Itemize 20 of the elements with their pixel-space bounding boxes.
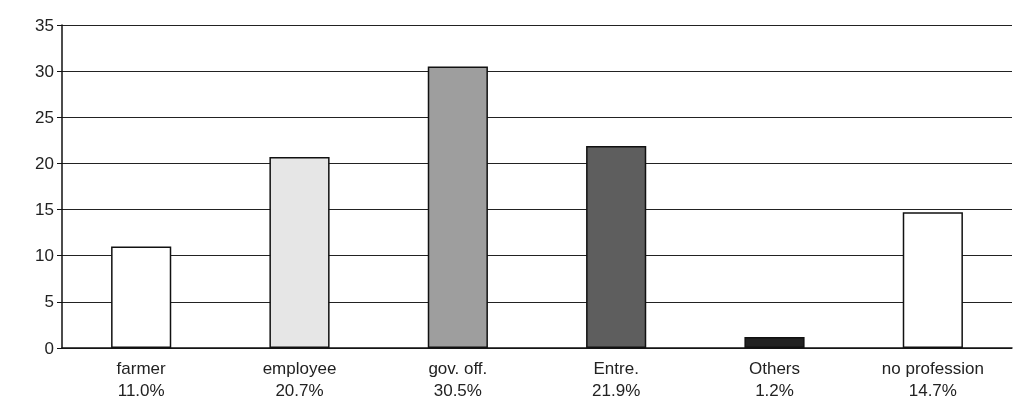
data-label: 20.7% [275, 381, 324, 400]
y-tick-label: 20 [35, 153, 54, 173]
data-label: 14.7% [908, 381, 957, 400]
data-label: 30.5% [433, 381, 482, 400]
y-tick-label: 0 [44, 338, 54, 358]
x-tick-label: no profession [881, 359, 984, 378]
x-tick-label: gov. off. [428, 359, 488, 378]
y-tick-label: 15 [35, 200, 54, 220]
data-label: 11.0% [117, 381, 165, 400]
y-tick-label: 30 [35, 61, 54, 81]
x-tick-label: employee [262, 359, 337, 378]
y-tick-label: 5 [44, 292, 54, 312]
x-tick-label: Others [748, 359, 801, 378]
y-tick-label: 25 [35, 107, 54, 127]
y-tick-label: 35 [35, 15, 54, 35]
data-label: 21.9% [592, 381, 641, 400]
data-label: 1.2% [755, 381, 794, 400]
x-tick-label: farmer [116, 359, 167, 378]
y-tick-label: 10 [35, 246, 54, 266]
x-tick-label: Entre. [593, 359, 639, 378]
